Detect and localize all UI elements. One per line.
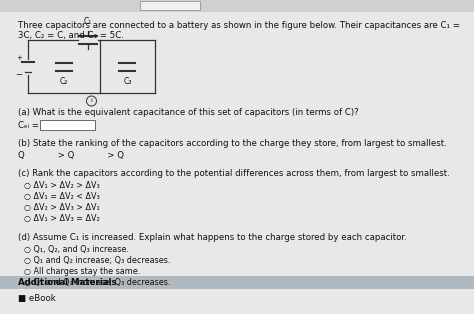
Text: (b) State the ranking of the capacitors according to the charge they store, from: (b) State the ranking of the capacitors …: [18, 139, 447, 148]
Text: C₃: C₃: [123, 77, 132, 85]
Text: Additional Materials: Additional Materials: [18, 278, 117, 287]
Text: +: +: [16, 56, 22, 62]
Text: ○ All charges stay the same.: ○ All charges stay the same.: [24, 267, 140, 276]
Text: ○ ΔV₁ = ΔV₂ < ΔV₃: ○ ΔV₁ = ΔV₂ < ΔV₃: [24, 192, 100, 201]
Text: ○ Q₁ and Q₂ increase; Q₃ decreases.: ○ Q₁ and Q₂ increase; Q₃ decreases.: [24, 278, 170, 287]
Bar: [0, 0, 474, 12]
Text: Q            > Q            > Q: Q > Q > Q: [18, 151, 124, 160]
Bar: [0, 276, 474, 289]
Text: ■ eBook: ■ eBook: [18, 294, 56, 303]
Text: ○ Q₁, Q₂, and Q₃ increase.: ○ Q₁, Q₂, and Q₃ increase.: [24, 245, 129, 254]
Text: ○ ΔV₂ > ΔV₃ > ΔV₁: ○ ΔV₂ > ΔV₃ > ΔV₁: [24, 203, 100, 212]
Text: (c) Rank the capacitors according to the potential differences across them, from: (c) Rank the capacitors according to the…: [18, 169, 450, 178]
Text: i: i: [91, 99, 92, 104]
Text: (a) What is the equivalent capacitance of this set of capacitors (in terms of C): (a) What is the equivalent capacitance o…: [18, 108, 359, 117]
Bar: [40, 120, 95, 130]
Text: Cₑᵢ =: Cₑᵢ =: [18, 121, 39, 130]
Text: C₂: C₂: [60, 77, 68, 85]
Bar: [140, 1, 200, 10]
Text: ○ ΔV₁ > ΔV₃ = ΔV₂: ○ ΔV₁ > ΔV₃ = ΔV₂: [24, 214, 100, 223]
Text: −: −: [16, 70, 22, 79]
Text: ○ ΔV₁ > ΔV₂ > ΔV₃: ○ ΔV₁ > ΔV₂ > ΔV₃: [24, 181, 100, 190]
Text: Three capacitors are connected to a battery as shown in the figure below. Their : Three capacitors are connected to a batt…: [18, 21, 460, 41]
Text: ○ Q₁ and Q₂ increase; Q₃ decreases.: ○ Q₁ and Q₂ increase; Q₃ decreases.: [24, 256, 170, 265]
Text: (d) Assume C₁ is increased. Explain what happens to the charge stored by each ca: (d) Assume C₁ is increased. Explain what…: [18, 233, 407, 242]
Text: C₁: C₁: [84, 17, 92, 26]
